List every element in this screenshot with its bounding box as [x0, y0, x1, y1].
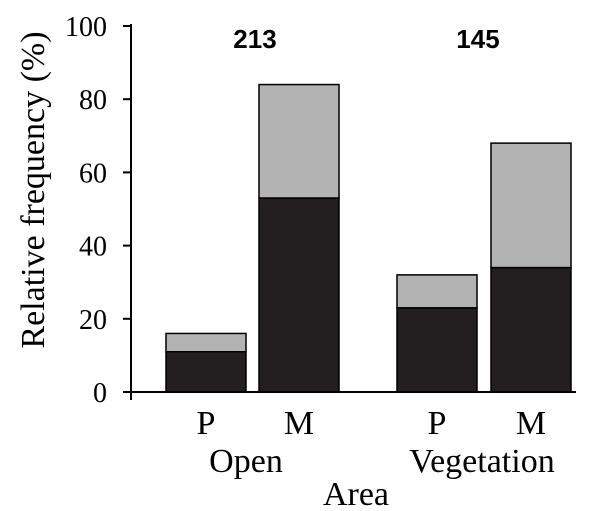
group-total-label-vegetation: 145 [456, 24, 499, 54]
bar-segment-vegetation-m-series-1 [490, 266, 572, 393]
x-tick-label-vegetation-p: P [428, 405, 447, 442]
group-label-vegetation: Vegetation [409, 443, 554, 480]
x-tick-label-vegetation-m: M [516, 405, 546, 442]
y-tick-label-80: 80 [79, 85, 107, 116]
bar-segment-open-p-series-1 [165, 350, 247, 393]
x-tick-label-open-m: M [284, 405, 314, 442]
axes-layer: P M P M 0 20 40 60 80 100 [65, 12, 576, 442]
y-tick-label-60: 60 [79, 158, 107, 189]
bar-segment-open-m-series-2 [258, 83, 340, 199]
y-tick-label-100: 100 [65, 12, 107, 43]
bar-segment-open-m-series-1 [258, 197, 340, 393]
bar-segment-vegetation-p-series-1 [396, 307, 478, 393]
group-total-label-open: 213 [233, 24, 276, 54]
x-axis-label: Area [323, 476, 389, 511]
y-tick-label-20: 20 [79, 305, 107, 336]
y-tick-label-40: 40 [79, 232, 107, 263]
bar-segment-open-p-series-2 [165, 332, 247, 353]
y-tick-label-0: 0 [93, 378, 107, 409]
x-tick-label-open-p: P [197, 405, 216, 442]
bar-segment-vegetation-m-series-2 [490, 142, 572, 269]
y-axis-label: Relative frequency (%) [15, 31, 52, 348]
bars-layer [165, 83, 572, 393]
bar-segment-vegetation-p-series-2 [396, 274, 478, 309]
group-label-open: Open [209, 443, 283, 480]
